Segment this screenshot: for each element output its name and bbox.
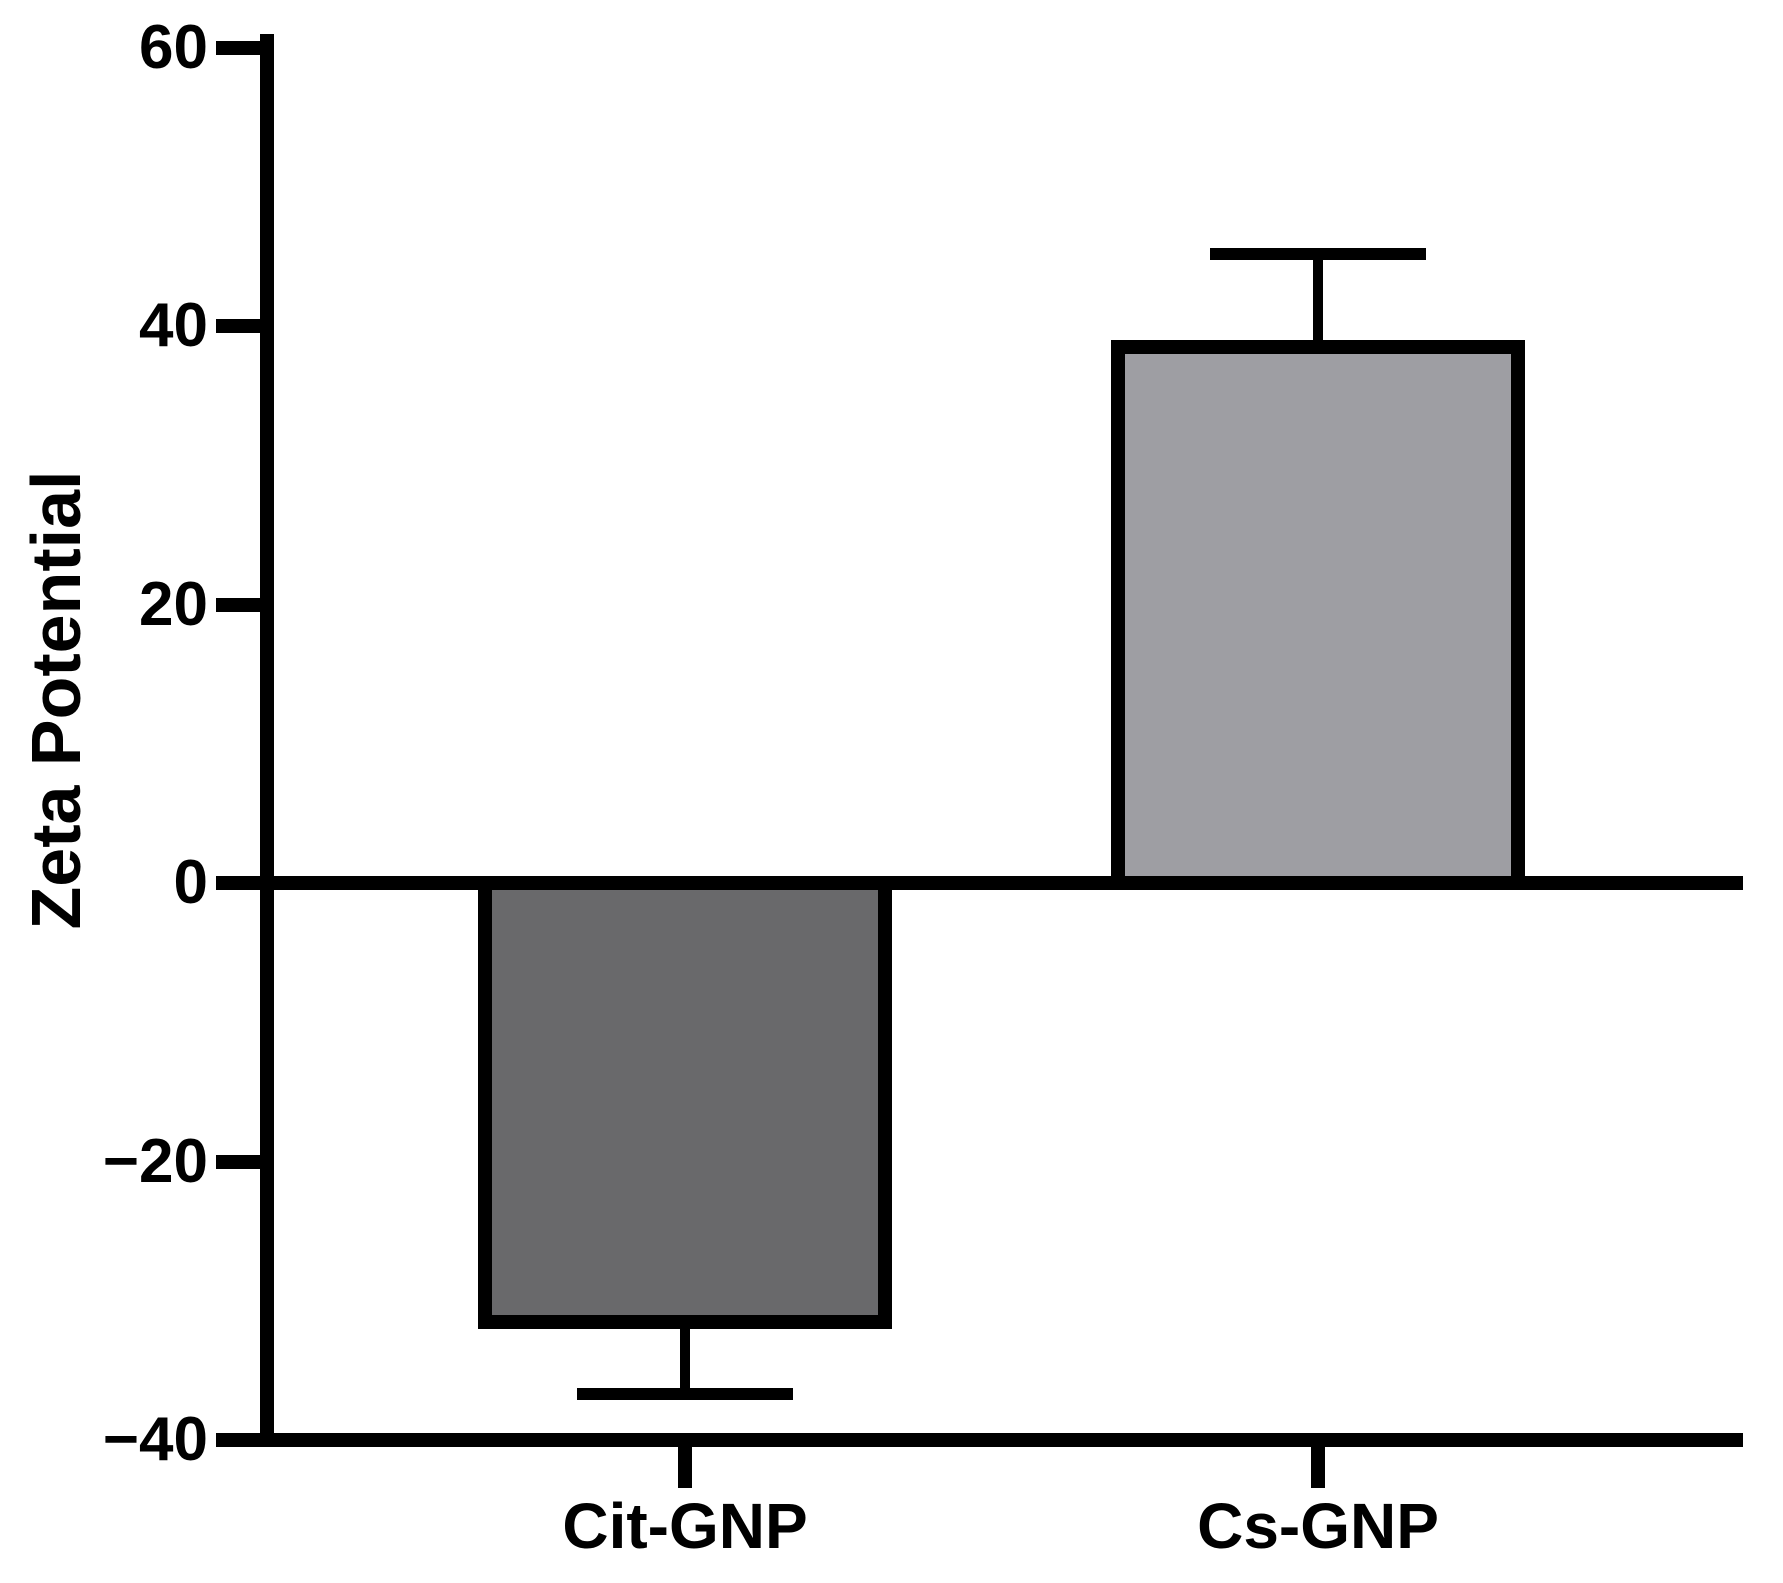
error-bar-cap-cs-gnp <box>1210 248 1426 261</box>
y-tick-−20 <box>216 1154 260 1169</box>
y-tick-label-−20: −20 <box>102 1126 208 1196</box>
bar-cs-gnp <box>1111 340 1525 891</box>
y-tick-20 <box>216 597 260 612</box>
x-tick-cit-gnp <box>678 1447 692 1488</box>
zero-baseline <box>260 876 1743 891</box>
x-axis-line <box>260 1433 1743 1447</box>
y-tick-label-60: 60 <box>139 13 208 82</box>
y-tick-label-−40: −40 <box>102 1405 208 1474</box>
error-bar-line-cit-gnp <box>680 1328 690 1395</box>
x-tick-cs-gnp <box>1311 1447 1325 1488</box>
y-tick-60 <box>216 41 260 55</box>
y-tick-label-0: 0 <box>173 848 208 918</box>
y-axis-line <box>260 34 274 1447</box>
error-bar-cap-cit-gnp <box>577 1388 793 1401</box>
x-category-label-cs-gnp: Cs-GNP <box>1197 1490 1439 1562</box>
y-tick-0 <box>216 876 260 891</box>
x-category-label-cit-gnp: Cit-GNP <box>562 1490 808 1562</box>
error-bar-line-cs-gnp <box>1313 254 1323 341</box>
y-tick-label-20: 20 <box>139 569 208 639</box>
y-tick-−40 <box>216 1433 260 1447</box>
y-tick-label-40: 40 <box>139 291 208 361</box>
y-tick-40 <box>216 319 260 334</box>
bar-cit-gnp <box>478 876 892 1329</box>
